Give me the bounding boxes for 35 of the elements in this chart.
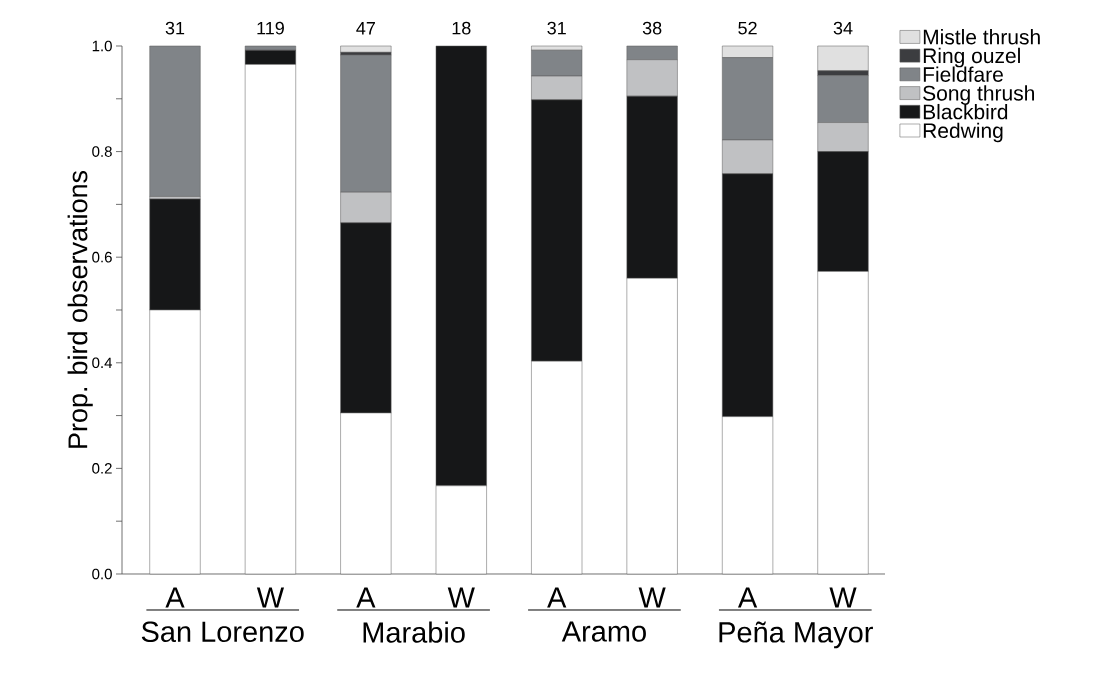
text: 38 xyxy=(642,21,662,35)
bar xyxy=(340,45,392,53)
x-tick-label: W xyxy=(638,587,666,608)
text: Peña Mayor xyxy=(719,621,873,649)
text: 52 xyxy=(738,21,757,35)
bar xyxy=(149,45,201,197)
x-tick-label: A xyxy=(356,587,376,608)
x-tick-label: W xyxy=(829,587,857,608)
y-axis-title: Prop. bird observations xyxy=(67,170,93,448)
x-tick-label: A xyxy=(737,587,758,608)
x-tick-label: W xyxy=(256,587,285,608)
text: Marabio xyxy=(363,621,465,643)
legend-label: Fieldfare xyxy=(923,66,1003,82)
y-tick-label: 0.6 xyxy=(92,251,112,263)
text: 119 xyxy=(257,21,284,35)
legend-label: Mistle thrush xyxy=(923,29,1040,45)
y-tick-label: 1.0 xyxy=(92,40,112,52)
y-tick-label: 0.2 xyxy=(92,463,112,474)
text: San Lorenzo xyxy=(141,621,304,643)
x-tick-label: A xyxy=(547,587,567,608)
text: 34 xyxy=(833,21,853,35)
text: 18 xyxy=(452,21,471,35)
text: 31 xyxy=(165,21,185,35)
legend-label: Redwing xyxy=(923,122,1003,143)
text: 47 xyxy=(356,22,375,35)
x-tick-label: A xyxy=(165,587,185,608)
y-tick-label: 0.0 xyxy=(92,568,112,580)
y-tick-label: 0.4 xyxy=(92,357,113,369)
legend-label: Song thrush xyxy=(923,85,1034,105)
y-tick-label: 0.8 xyxy=(92,146,112,157)
bar xyxy=(817,45,869,72)
legend-label: Blackbird xyxy=(923,103,1008,120)
x-tick-label: W xyxy=(447,587,475,608)
text: 31 xyxy=(547,21,566,35)
text: Aramo xyxy=(561,621,646,642)
